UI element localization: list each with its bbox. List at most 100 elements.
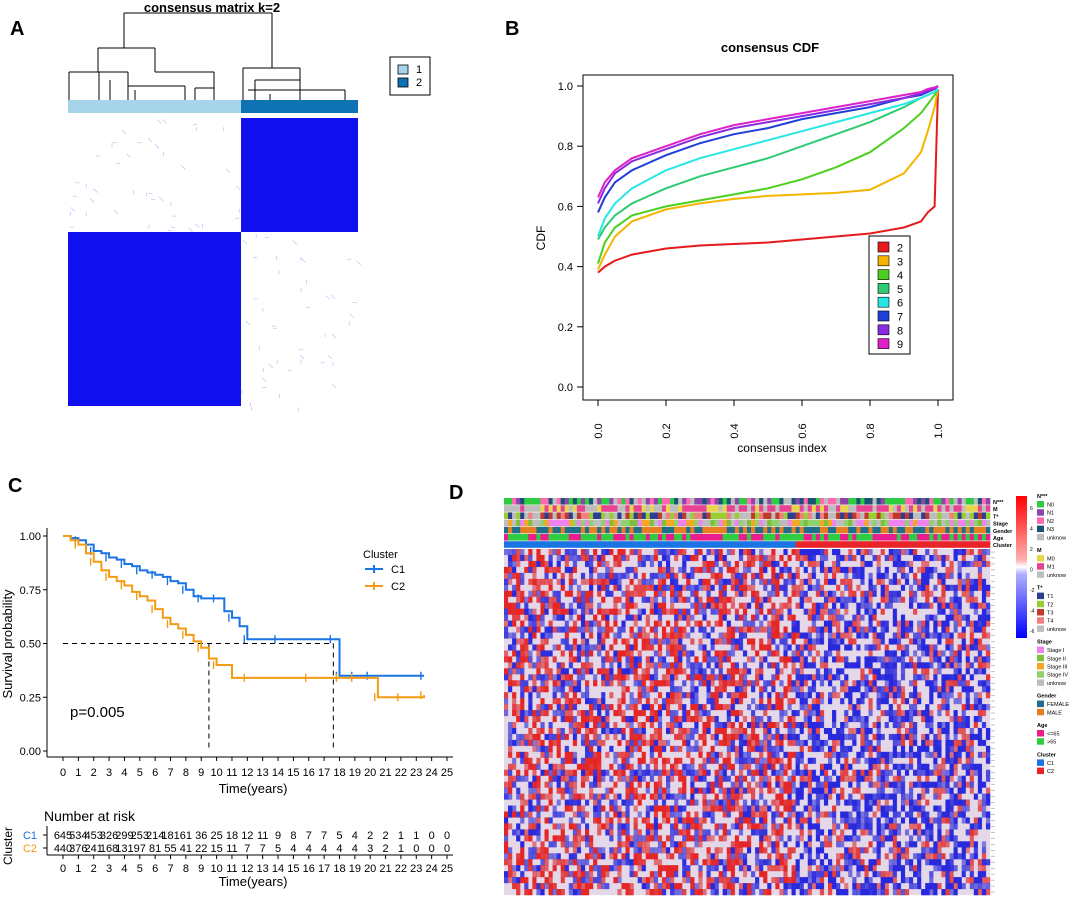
annotation-cell <box>678 534 683 541</box>
risk-cell: 9 <box>275 830 281 842</box>
annotation-cell <box>568 498 574 505</box>
heatmap-cell <box>803 668 809 675</box>
annotation-cell <box>868 526 873 534</box>
heatmap-cell <box>645 662 651 669</box>
annotation-cell <box>852 526 857 534</box>
heatmap-cell <box>811 578 817 586</box>
heatmap-cell <box>973 656 979 663</box>
heatmap-cell <box>560 686 566 693</box>
heatmap-cell <box>880 644 885 651</box>
heatmap-cell <box>730 698 736 705</box>
annotation-cell <box>512 512 517 519</box>
annotation-cell <box>787 541 792 548</box>
heatmap-cell <box>864 572 869 580</box>
heatmap-cell <box>508 686 513 693</box>
heatmap-cell <box>576 572 582 580</box>
heatmap-cell <box>589 584 594 592</box>
heatmap-cell <box>775 722 780 729</box>
heatmap-cell <box>771 560 776 568</box>
heatmap-cell <box>524 626 529 633</box>
heatmap-cell <box>536 590 541 598</box>
heatmap-cell <box>864 692 869 699</box>
annotation-cell <box>548 512 553 519</box>
heatmap-cell <box>597 668 602 675</box>
heatmap-cell <box>961 620 966 627</box>
heatmap-cell <box>718 674 723 681</box>
heatmap-cell <box>605 722 610 729</box>
annotation-cell <box>730 498 736 505</box>
heatmap-cell <box>678 722 683 729</box>
heatmap-cell <box>961 650 966 657</box>
annotation-cell <box>775 534 780 541</box>
heatmap-cell <box>653 584 659 592</box>
heatmap-cell <box>516 716 521 723</box>
heatmap-cell <box>722 704 728 711</box>
heatmap-cell <box>637 608 642 615</box>
heatmap-cell <box>840 644 845 651</box>
heatmap-cell <box>722 620 728 627</box>
heatmap-cell <box>755 686 760 693</box>
annotation-cell <box>532 519 537 527</box>
heatmap-cell <box>694 638 699 645</box>
annotation-cell <box>909 498 914 505</box>
heatmap-cell <box>742 722 748 729</box>
heatmap-cell <box>560 668 566 675</box>
heatmap-cell <box>714 727 719 735</box>
heatmap-cell <box>844 632 849 639</box>
heatmap-cell <box>742 704 748 711</box>
annotation-cell <box>904 526 910 534</box>
heatmap-cell <box>799 644 804 651</box>
heatmap-cell <box>779 686 784 693</box>
heatmap-cell <box>872 680 877 687</box>
panel-c-xtick-label: 17 <box>318 767 330 779</box>
heatmap-cell <box>961 584 966 592</box>
heatmap-cell <box>714 644 719 651</box>
heatmap-cell <box>844 686 849 693</box>
heatmap-cell <box>694 716 699 723</box>
heatmap-cell <box>690 716 695 723</box>
heatmap-cell <box>783 674 788 681</box>
heatmap-cell <box>896 722 902 729</box>
heatmap-cell <box>512 578 517 586</box>
heatmap-cell <box>666 698 671 705</box>
heatmap-cell <box>884 560 890 568</box>
heatmap-cell <box>953 668 958 675</box>
heatmap-cell <box>593 727 598 735</box>
heatmap-cell <box>819 590 825 598</box>
heatmap-cell <box>941 596 946 603</box>
annotation-cell <box>767 534 772 541</box>
heatmap-cell <box>892 698 898 705</box>
heatmap-cell <box>504 662 509 669</box>
heatmap-cell <box>576 608 582 615</box>
heatmap-cell <box>585 554 590 562</box>
annotation-cell <box>621 534 626 541</box>
heatmap-cell <box>945 692 950 699</box>
heatmap-cell <box>524 602 529 609</box>
annotation-cell <box>742 519 748 527</box>
heatmap-cell <box>686 549 691 556</box>
heatmap-cell <box>710 578 715 586</box>
annotation-cell <box>666 526 671 534</box>
heatmap-cell <box>657 614 663 621</box>
annotation-cell <box>690 505 695 512</box>
heatmap-cell <box>904 674 910 681</box>
heatmap-cell <box>799 674 804 681</box>
heatmap-cell <box>568 626 574 633</box>
heatmap-cell <box>803 704 809 711</box>
cdf-line-k6 <box>597 88 939 237</box>
heatmap-cell <box>666 662 671 669</box>
heatmap-cell <box>629 549 634 556</box>
heatmap-cell <box>969 572 975 580</box>
heatmap-cell <box>653 620 659 627</box>
heatmap-cell <box>844 614 849 621</box>
heatmap-cell <box>722 656 728 663</box>
heatmap-cell <box>580 662 586 669</box>
heatmap-cell <box>945 686 950 693</box>
risk-cell: 5 <box>275 843 281 855</box>
heatmap-cell <box>560 614 566 621</box>
annotation-cell <box>791 534 796 541</box>
heatmap-cell <box>504 584 509 592</box>
heatmap-cell <box>714 608 719 615</box>
annotation-cell <box>621 519 626 527</box>
heatmap-cell <box>795 614 800 621</box>
